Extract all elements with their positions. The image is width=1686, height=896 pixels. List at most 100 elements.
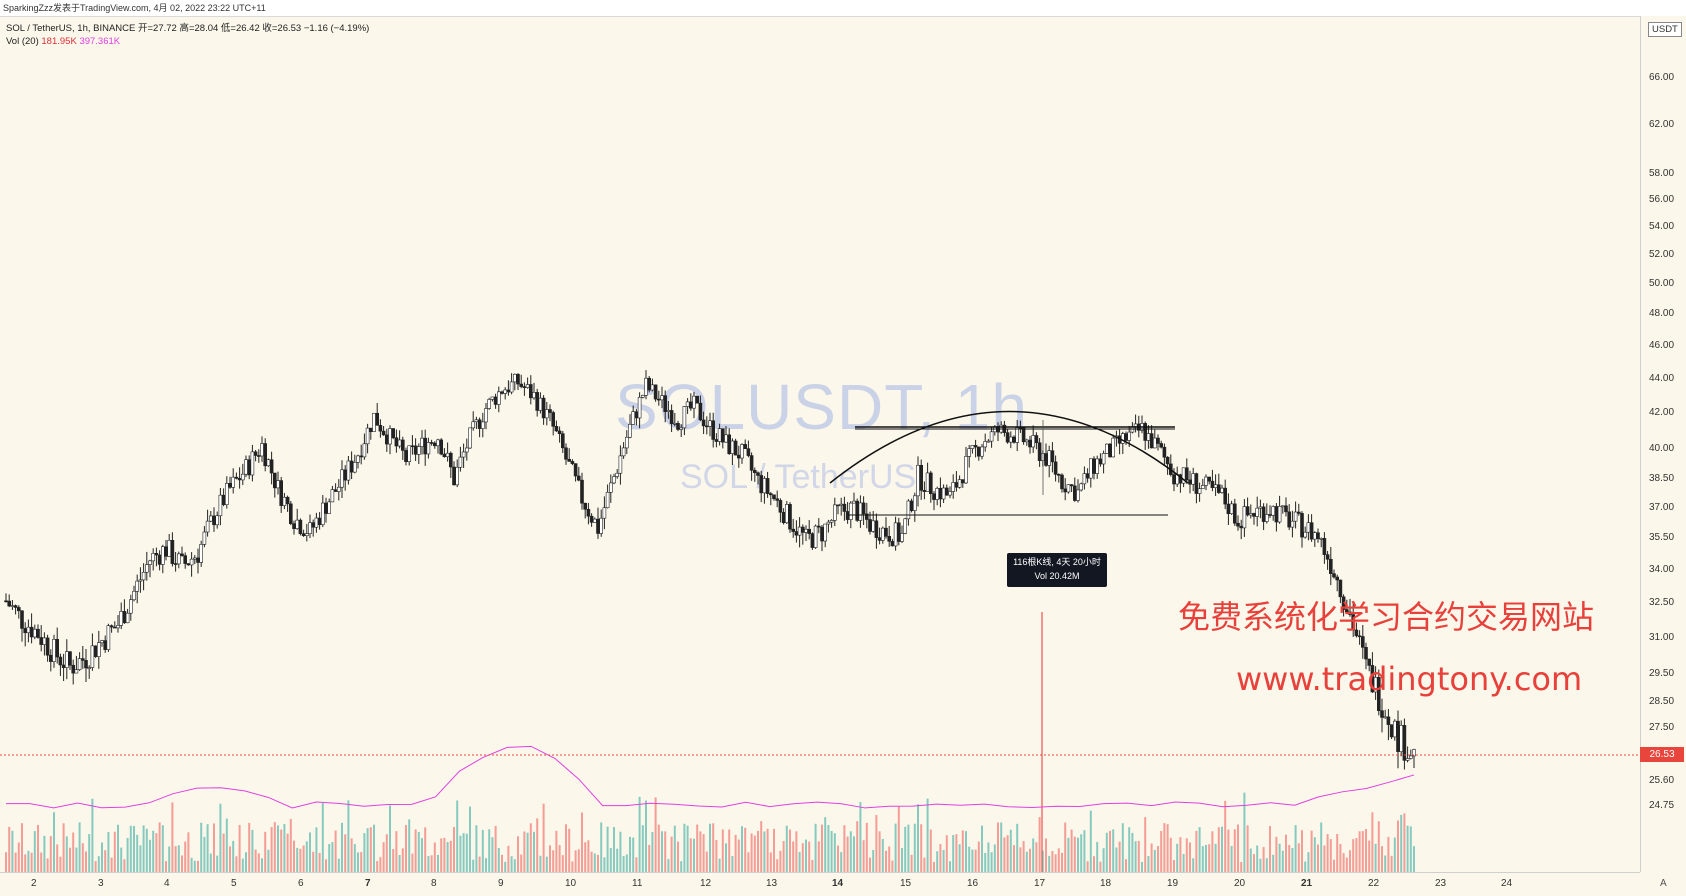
volume-bar (270, 827, 273, 872)
candle-body (848, 502, 853, 520)
candle-body (679, 427, 684, 430)
volume-bar (1272, 854, 1275, 872)
candle-body (503, 389, 508, 394)
candle-body (1057, 474, 1061, 476)
volume-bar (379, 857, 382, 872)
volume-bar (120, 847, 123, 872)
candle-body (570, 461, 575, 464)
time-tick-label: 14 (832, 878, 844, 889)
candle-body (241, 473, 245, 481)
volume-bar (427, 856, 430, 872)
volume-bar (453, 827, 455, 872)
volume-bar (149, 839, 151, 872)
candle-body (964, 456, 968, 484)
volume-bar (1297, 843, 1300, 872)
candle-body (58, 656, 63, 666)
time-axis[interactable]: 2 3 4 5 6 7 8 9 10 11 12 13 14 15 16 17 18 19 20 21 22 23 24 (0, 872, 1640, 896)
candle-body (1111, 437, 1115, 458)
candle-body (439, 439, 444, 455)
time-tick-label: 21 (1301, 878, 1313, 889)
candle-body (797, 526, 802, 536)
candle-body (1313, 532, 1317, 540)
candle-body (752, 470, 757, 473)
candle-body (464, 447, 469, 453)
volume-bar (981, 825, 983, 872)
candle-body (455, 467, 460, 486)
candle-body (23, 628, 28, 634)
rounding-top-arc (829, 410, 1189, 484)
candle-body (567, 458, 572, 462)
price-tick-label: 29.50 (1649, 668, 1675, 679)
candle-body (426, 442, 431, 455)
candle-body (260, 443, 264, 457)
candle-body (445, 452, 450, 458)
volume-bar (366, 828, 369, 872)
candle-body (714, 439, 719, 442)
volume-bar (632, 837, 635, 872)
volume-bar (219, 803, 222, 872)
volume-label[interactable]: Vol (20) (6, 36, 39, 47)
volume-bar (1294, 825, 1297, 872)
candle-body (225, 483, 229, 505)
volume-bar (222, 833, 225, 872)
candle-body (887, 536, 892, 542)
volume-bar (1400, 814, 1403, 872)
price-chart[interactable] (0, 16, 1640, 872)
symbol-line[interactable]: SOL / TetherUS, 1h, BINANCE (6, 23, 136, 34)
candle-body (407, 445, 412, 462)
candle-body (458, 456, 463, 468)
volume-bar (1307, 852, 1310, 872)
volume-bar (350, 838, 353, 872)
candle-body (692, 395, 696, 409)
candle-body (1319, 538, 1323, 540)
candle-body (90, 645, 95, 668)
candle-body (1287, 511, 1291, 528)
volume-bar (187, 832, 190, 872)
volume-bar (325, 859, 327, 872)
volume-bar (568, 828, 571, 872)
volume-bar (821, 824, 823, 872)
candle-body (420, 437, 424, 447)
candle-body (209, 515, 213, 522)
time-tick-label: 20 (1234, 878, 1246, 889)
currency-badge[interactable]: USDT (1648, 22, 1682, 37)
volume-bar (331, 842, 334, 872)
volume-bar (545, 856, 548, 872)
volume-bar (929, 829, 932, 872)
volume-bar (1211, 831, 1214, 872)
candle-body (1233, 503, 1237, 524)
volume-bar (849, 831, 852, 872)
candle-body (372, 412, 376, 433)
price-axis[interactable]: 70.0066.0062.0058.0056.0054.0052.0050.00… (1640, 16, 1686, 872)
time-tick-label: 11 (632, 878, 643, 889)
volume-bar (805, 839, 807, 872)
volume-bar (590, 851, 593, 872)
candle-body (500, 391, 504, 394)
candle-body (912, 495, 917, 511)
price-tick-label: 38.50 (1649, 473, 1675, 484)
volume-bar (235, 856, 238, 872)
volume-bar (1013, 845, 1015, 872)
volume-bar (1240, 861, 1243, 872)
candle-body (279, 480, 284, 506)
volume-bar (776, 859, 779, 872)
candle-body (36, 628, 40, 638)
time-tick-label: 3 (98, 878, 104, 889)
time-tick-label: 10 (565, 878, 577, 889)
volume-bar (225, 818, 228, 872)
volume-bar (1093, 856, 1095, 872)
volume-bar (1176, 843, 1179, 872)
volume-bar (1115, 847, 1118, 872)
candle-body (852, 500, 856, 504)
volume-bar (533, 831, 535, 872)
volume-bar (21, 823, 23, 872)
auto-scale-button[interactable]: A (1660, 878, 1667, 889)
volume-bar (382, 842, 385, 872)
candle-body (263, 443, 268, 467)
candle-body (1021, 427, 1026, 443)
candle-body (285, 496, 290, 505)
candle-body (861, 502, 866, 515)
candle-body (631, 411, 636, 425)
volume-bar (1291, 848, 1294, 872)
time-tick-label: 17 (1034, 878, 1046, 889)
